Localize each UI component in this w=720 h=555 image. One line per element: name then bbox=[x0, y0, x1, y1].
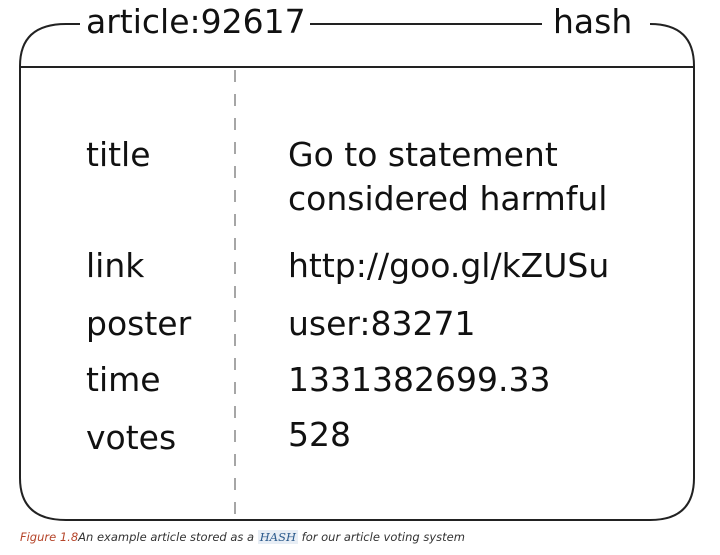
field-name-votes: votes bbox=[86, 418, 177, 457]
field-value-link: http://goo.gl/kZUSu bbox=[288, 246, 610, 285]
frame-bottom bbox=[19, 477, 695, 521]
figure-caption: Figure 1.8An example article stored as a… bbox=[20, 530, 465, 544]
field-name-poster: poster bbox=[86, 304, 192, 343]
frame-left-top-curve bbox=[19, 23, 80, 67]
caption-text-pre: An example article stored as a bbox=[78, 530, 258, 544]
key-title: article:92617 bbox=[82, 0, 310, 44]
field-value-title-line1: Go to statement bbox=[288, 135, 558, 174]
field-name-title: title bbox=[86, 135, 151, 174]
field-value-title-line2: considered harmful bbox=[288, 179, 608, 218]
field-name-link: link bbox=[86, 246, 145, 285]
field-value-votes: 528 bbox=[288, 415, 351, 454]
field-value-poster: user:83271 bbox=[288, 304, 476, 343]
figure-label: Figure 1.8 bbox=[20, 530, 79, 544]
caption-text-post: for our article voting system bbox=[298, 530, 465, 544]
field-value-time: 1331382699.33 bbox=[288, 360, 551, 399]
field-name-time: time bbox=[86, 360, 161, 399]
type-title: hash bbox=[549, 0, 637, 44]
frame-right-top-curve bbox=[649, 23, 695, 67]
caption-code: HASH bbox=[257, 530, 298, 544]
hash-frame bbox=[19, 23, 695, 521]
hash-diagram: article:92617 hash title Go to statement… bbox=[19, 0, 695, 521]
